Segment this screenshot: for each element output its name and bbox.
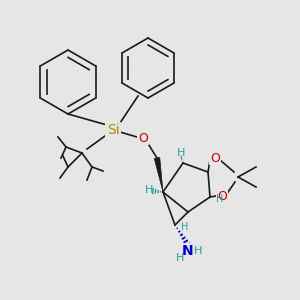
Text: H: H <box>176 253 184 263</box>
Text: O: O <box>138 131 148 145</box>
Text: Si: Si <box>107 123 119 137</box>
Text: H: H <box>216 194 224 204</box>
Text: H: H <box>181 222 189 232</box>
Text: O: O <box>217 190 227 203</box>
Text: O: O <box>210 152 220 164</box>
Text: H: H <box>194 246 202 256</box>
Text: H: H <box>177 148 185 158</box>
Text: H: H <box>145 185 153 195</box>
Text: N: N <box>182 244 194 258</box>
Polygon shape <box>154 158 163 192</box>
